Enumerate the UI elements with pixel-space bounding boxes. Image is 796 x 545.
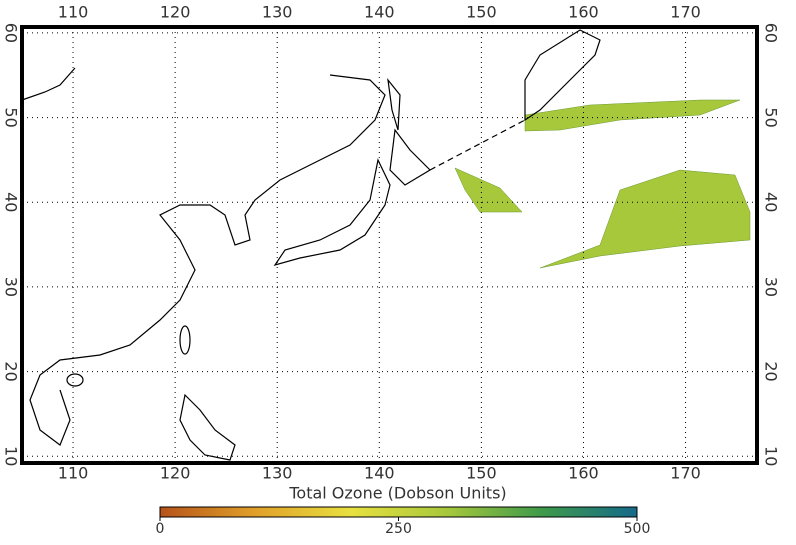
y-tick-label: 50: [2, 107, 21, 127]
x-tick-label: 170: [670, 464, 701, 483]
x-tick-label: 120: [160, 464, 191, 483]
x-tick-label: 160: [568, 3, 599, 22]
ozone-patches: [454, 99, 751, 269]
x-tick-label: 130: [262, 3, 293, 22]
coastlines: [21, 29, 601, 461]
colorbar-ramp: [159, 506, 638, 518]
x-tick-label: 170: [670, 3, 701, 22]
y-tick-label: 30: [762, 277, 781, 297]
y-tick-label: 40: [762, 192, 781, 212]
x-tick-label: 140: [364, 3, 395, 22]
colorbar-label: Total Ozone (Dobson Units): [288, 484, 506, 503]
x-tick-label: 130: [262, 464, 293, 483]
y-tick-label: 20: [762, 361, 781, 381]
y-tick-label: 30: [2, 277, 21, 297]
x-tick-label: 140: [364, 464, 395, 483]
x-tick-label: 120: [160, 3, 191, 22]
x-tick-label: 150: [466, 464, 497, 483]
x-tick-label: 150: [466, 3, 497, 22]
y-tick-label: 50: [762, 107, 781, 127]
x-tick-label: 160: [568, 464, 599, 483]
y-tick-label: 40: [2, 192, 21, 212]
x-tick-label: 110: [58, 464, 89, 483]
colorbar: Total Ozone (Dobson Units) 0 250 500: [156, 484, 651, 538]
colorbar-tick-label: 500: [624, 521, 651, 537]
x-tick-label: 110: [58, 3, 89, 22]
y-tick-label: 20: [2, 361, 21, 381]
y-tick-label: 10: [762, 446, 781, 466]
y-tick-label: 60: [762, 23, 781, 43]
y-tick-label: 60: [2, 23, 21, 43]
y-tick-label: 10: [2, 446, 21, 466]
colorbar-tick-label: 250: [385, 521, 412, 537]
colorbar-tick-label: 0: [156, 521, 165, 537]
map-frame: [20, 25, 759, 465]
